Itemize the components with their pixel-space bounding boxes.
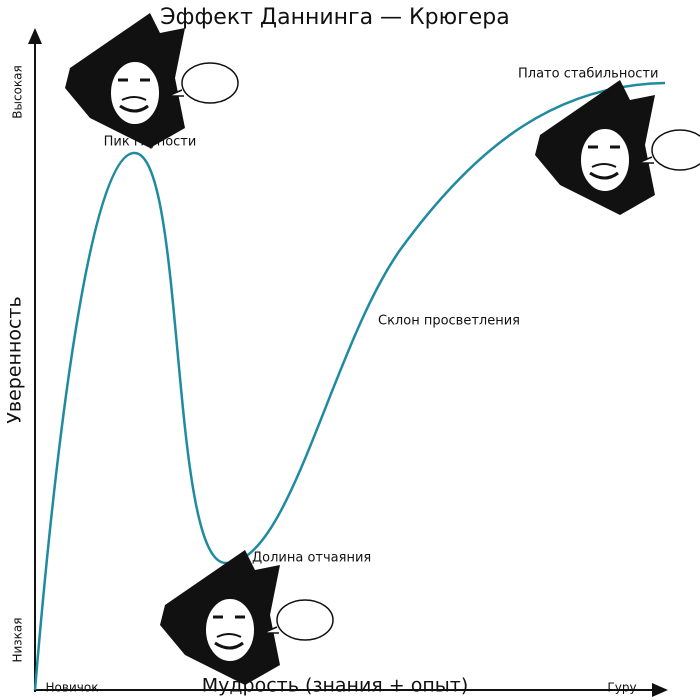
face-plateau xyxy=(533,78,700,217)
x-arrow xyxy=(652,683,668,697)
face-valley xyxy=(158,548,335,687)
stage-slope: Склон просветления xyxy=(378,314,520,329)
title: Эффект Даннинга — Крюгера xyxy=(160,5,509,30)
y-low: Низкая xyxy=(11,617,25,662)
y-arrow xyxy=(28,28,42,44)
face-peak xyxy=(63,11,240,150)
stage-plateau: Плато стабильности xyxy=(518,67,658,82)
y-high: Высокая xyxy=(11,65,25,118)
stage-peak: Пик глупости xyxy=(104,135,197,150)
x-end: Гуру xyxy=(607,681,636,695)
stage-valley: Долина отчаяния xyxy=(252,551,371,566)
curve xyxy=(33,81,666,691)
x-axis-label: Мудрость (знания + опыт) xyxy=(202,675,469,697)
y-axis-label: Уверенность xyxy=(4,296,26,423)
x-start: Новичок xyxy=(46,681,99,695)
